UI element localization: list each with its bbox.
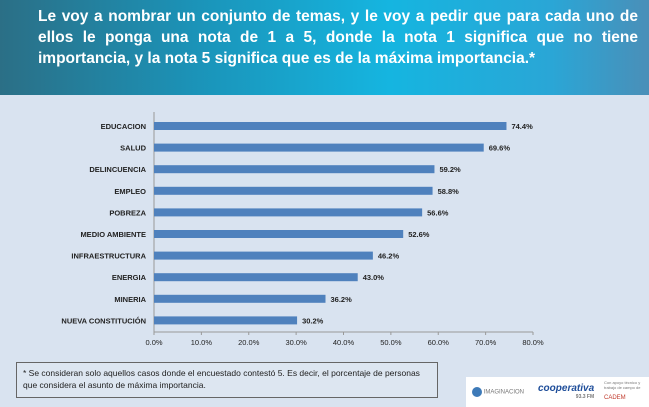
- x-tick-label: 20.0%: [238, 338, 260, 347]
- cadem-logo: Con apoyo técnico y trabajo de campo de C…: [604, 380, 641, 401]
- imaginacion-logo: IMAGINACION: [472, 387, 524, 397]
- category-label: ENERGIA: [112, 273, 147, 282]
- x-tick-label: 70.0%: [475, 338, 497, 347]
- bar-chart: EDUCACION 74.4% SALUD 69.6% DELINCUENCIA 59.2…: [61, 112, 544, 347]
- footnote: * Se consideran solo aquellos casos dond…: [16, 362, 438, 398]
- category-label: MINERIA: [114, 295, 146, 304]
- bar: [154, 143, 484, 152]
- category-label: INFRAESTRUCTURA: [71, 252, 146, 261]
- bar: [154, 208, 423, 217]
- data-label: 52.6%: [408, 230, 430, 239]
- category-label: DELINCUENCIA: [89, 165, 146, 174]
- data-label: 56.6%: [427, 208, 449, 217]
- category-label: NUEVA CONSTITUCIÓN: [61, 316, 146, 325]
- x-tick-label: 30.0%: [285, 338, 307, 347]
- data-label: 46.2%: [378, 252, 400, 261]
- data-label: 36.2%: [330, 295, 352, 304]
- logos: IMAGINACION cooperativa 93.3 FM Con apoyo…: [466, 377, 649, 407]
- bar: [154, 165, 435, 174]
- bar: [154, 230, 404, 238]
- x-tick-label: 0.0%: [145, 338, 162, 347]
- bar: [154, 273, 358, 282]
- data-label: 59.2%: [439, 165, 461, 174]
- x-tick-label: 40.0%: [333, 338, 355, 347]
- data-label: 74.4%: [511, 122, 533, 131]
- x-tick-label: 50.0%: [380, 338, 402, 347]
- data-label: 58.8%: [438, 187, 460, 196]
- category-label: POBREZA: [109, 208, 146, 217]
- header-banner: Le voy a nombrar un conjunto de temas, y…: [0, 0, 649, 95]
- bar: [154, 122, 507, 130]
- cooperativa-logo: cooperativa 93.3 FM: [538, 383, 595, 400]
- bar: [154, 294, 326, 303]
- category-label: EMPLEO: [114, 187, 146, 196]
- bar: [154, 186, 433, 195]
- category-label: SALUD: [120, 144, 146, 153]
- x-tick-label: 60.0%: [428, 338, 450, 347]
- data-label: 69.6%: [489, 144, 511, 153]
- category-label: MEDIO AMBIENTE: [80, 230, 146, 239]
- x-tick-label: 10.0%: [191, 338, 213, 347]
- data-label: 30.2%: [302, 316, 324, 325]
- x-tick-label: 80.0%: [522, 338, 544, 347]
- bar: [154, 316, 298, 325]
- slide-title: Le voy a nombrar un conjunto de temas, y…: [38, 8, 638, 67]
- category-label: EDUCACION: [101, 122, 146, 131]
- data-label: 43.0%: [363, 273, 385, 282]
- bar: [154, 251, 373, 260]
